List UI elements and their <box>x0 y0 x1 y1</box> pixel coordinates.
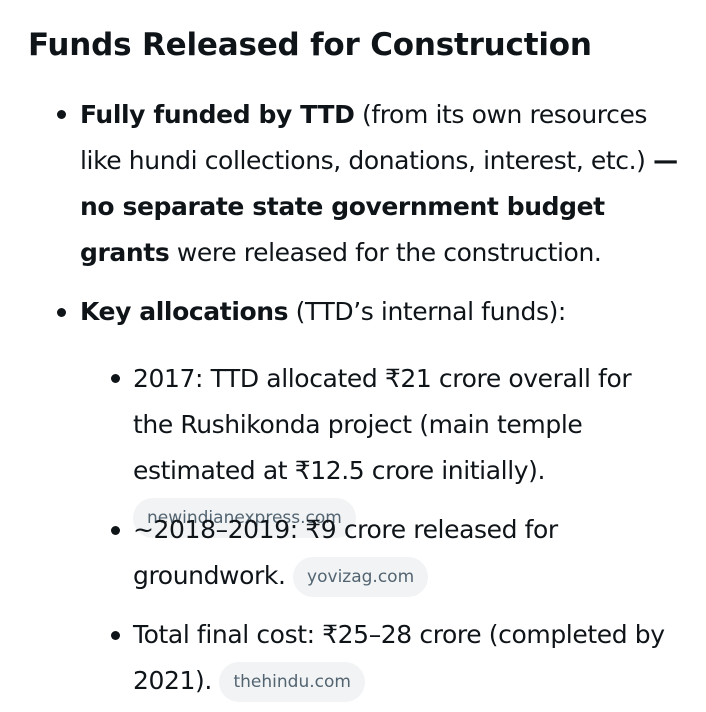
allocation-item: Total final cost: ₹25–28 crore (complete… <box>133 612 678 704</box>
allocations-text: (TTD’s internal funds): <box>288 297 567 326</box>
allocation-text: Total final cost: ₹25–28 crore (complete… <box>133 620 665 695</box>
funding-tail: were released for the construction. <box>169 238 602 267</box>
source-link-chip[interactable]: thehindu.com <box>219 662 365 702</box>
funding-lead: Fully funded by TTD <box>80 100 355 129</box>
allocation-text: 2017: TTD allocated ₹21 crore overall fo… <box>133 364 632 485</box>
bullet-funding-source: Fully funded by TTD (from its own resour… <box>80 92 678 276</box>
sub-bullet-dot <box>111 631 120 640</box>
bullet-dot <box>57 110 66 119</box>
source-link-chip[interactable]: newindianexpress.com <box>133 498 356 538</box>
funding-emphasis: — no separate state government budget gr… <box>80 146 678 267</box>
section-heading: Funds Released for Construction <box>28 27 592 63</box>
allocation-item: ~2018–2019: ₹9 crore released for ground… <box>133 507 678 599</box>
allocation-item: 2017: TTD allocated ₹21 crore overall fo… <box>133 356 678 540</box>
sub-bullet-dot <box>111 374 120 383</box>
source-link-chip[interactable]: yovizag.com <box>293 557 429 597</box>
allocation-text: ~2018–2019: ₹9 crore released for ground… <box>133 515 558 590</box>
bullet-key-allocations: Key allocations (TTD’s internal funds): <box>80 289 678 335</box>
allocations-lead: Key allocations <box>80 297 289 326</box>
bullet-dot <box>57 308 66 317</box>
sub-bullet-dot <box>111 526 120 535</box>
funding-text: (from its own resources like hundi colle… <box>80 100 654 175</box>
